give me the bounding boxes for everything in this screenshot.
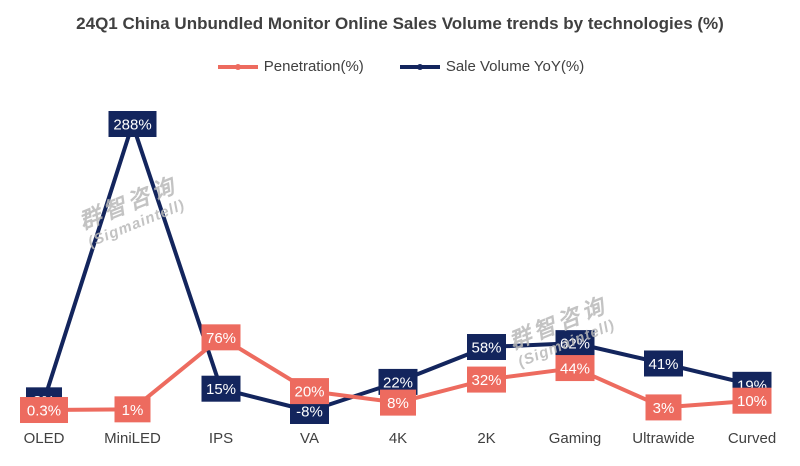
- sale-volume-data-label: 22%: [383, 374, 413, 391]
- legend-label-penetration: Penetration(%): [263, 58, 364, 75]
- penetration-data-label: 3%: [653, 400, 675, 417]
- penetration-data-label-box: [732, 387, 772, 414]
- legend: Penetration(%) Sale Volume YoY(%): [0, 58, 800, 75]
- x-tick-label: 2K: [477, 430, 495, 447]
- sale-volume-data-label: 58%: [471, 340, 501, 357]
- penetration-data-label-box: [290, 378, 329, 405]
- penetration-data-label-box: [201, 324, 241, 351]
- sale-volume-data-label-box: [467, 334, 506, 361]
- x-tick-label: MiniLED: [104, 430, 161, 447]
- sale-volume-data-label-box: [108, 111, 157, 137]
- x-tick-label: 4K: [389, 430, 407, 447]
- penetration-data-label-box: [20, 397, 68, 424]
- sale-volume-data-label: 62%: [560, 336, 590, 353]
- penetration-data-label: 10%: [737, 393, 767, 410]
- penetration-data-label: 0.3%: [27, 403, 61, 420]
- x-tick-label: Gaming: [549, 430, 602, 447]
- penetration-data-label-box: [645, 394, 682, 421]
- legend-marker-sale-volume: [399, 63, 440, 70]
- chart-title: 24Q1 China Unbundled Monitor Online Sale…: [76, 14, 724, 33]
- penetration-data-label-box: [380, 389, 416, 416]
- sale-volume-data-label: 288%: [113, 117, 151, 134]
- penetration-data-label-box: [555, 355, 595, 382]
- x-tick-label: VA: [300, 430, 319, 447]
- penetration-data-label: 8%: [387, 395, 409, 412]
- penetration-data-label-box: [467, 366, 506, 393]
- legend-label-sale-volume: Sale Volume YoY(%): [445, 58, 585, 75]
- legend-item-penetration: Penetration(%): [216, 58, 364, 75]
- penetration-data-label: 20%: [294, 384, 324, 401]
- penetration-data-label: 76%: [206, 330, 236, 347]
- legend-marker-penetration: [217, 63, 258, 70]
- penetration-data-label: 44%: [560, 361, 590, 378]
- sale-volume-data-label-box: [644, 350, 683, 377]
- penetration-data-label-box: [114, 396, 151, 423]
- sale-volume-data-label: 15%: [206, 381, 236, 398]
- penetration-data-label: 32%: [471, 372, 501, 389]
- sale-volume-data-label: 41%: [648, 356, 678, 373]
- sale-volume-data-label-box: [201, 375, 241, 402]
- x-tick-label: IPS: [209, 430, 233, 447]
- sale-volume-data-label-box: [555, 330, 595, 357]
- sale-volume-data-label: -8%: [296, 404, 323, 421]
- x-tick-label: OLED: [24, 430, 65, 447]
- penetration-data-label: 1%: [122, 402, 144, 419]
- legend-item-sale-volume: Sale Volume YoY(%): [398, 58, 584, 75]
- x-tick-label: Curved: [728, 430, 776, 447]
- x-tick-label: Ultrawide: [632, 430, 695, 447]
